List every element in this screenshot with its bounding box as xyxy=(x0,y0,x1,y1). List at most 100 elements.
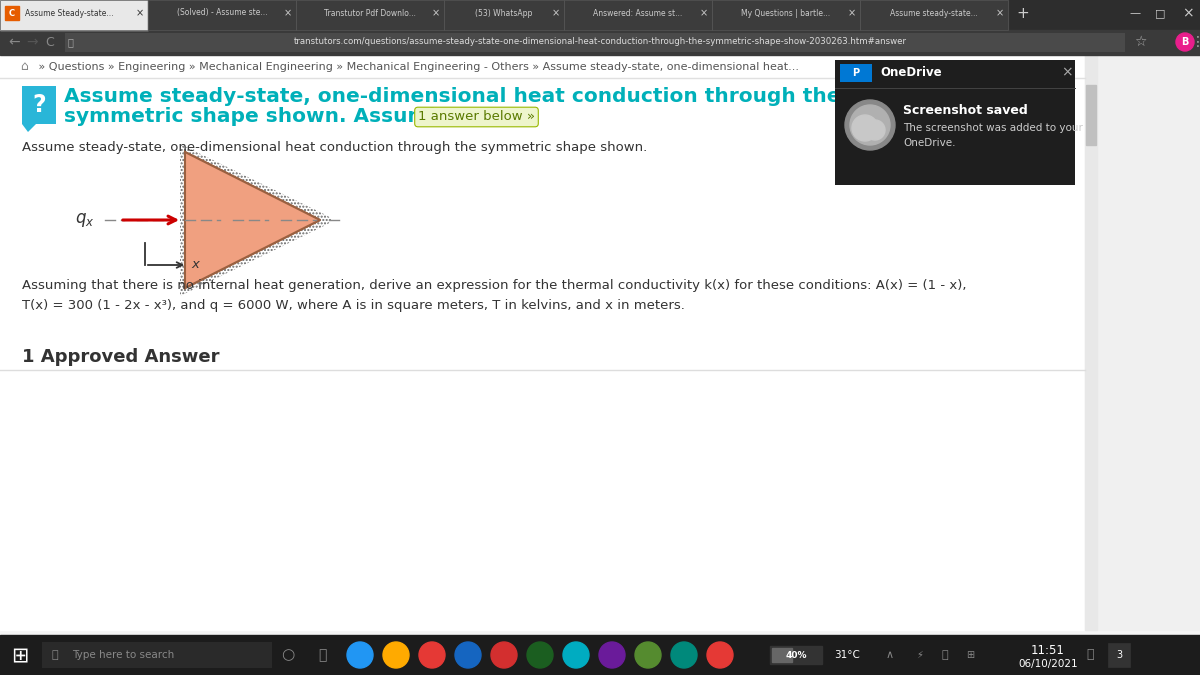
Text: ⌂: ⌂ xyxy=(20,61,28,74)
Bar xyxy=(712,0,860,30)
Circle shape xyxy=(419,642,445,668)
Circle shape xyxy=(563,642,589,668)
Bar xyxy=(65,33,1126,52)
Text: —: — xyxy=(1129,8,1140,18)
Text: +: + xyxy=(1016,5,1030,20)
Bar xyxy=(444,0,564,30)
Bar xyxy=(1086,85,1096,145)
Bar xyxy=(0,0,148,30)
Bar xyxy=(0,0,1200,30)
Bar xyxy=(770,646,822,664)
Text: P: P xyxy=(852,68,859,78)
Text: 40%: 40% xyxy=(785,651,806,659)
Text: Type here to search: Type here to search xyxy=(72,650,174,660)
Bar xyxy=(1085,40,1097,630)
Text: 3: 3 xyxy=(1116,650,1122,660)
Circle shape xyxy=(845,100,895,150)
Text: ⚡: ⚡ xyxy=(917,650,924,660)
Text: x: x xyxy=(191,259,199,271)
Text: C: C xyxy=(46,36,54,49)
Text: 1 answer below »: 1 answer below » xyxy=(418,111,535,124)
Circle shape xyxy=(671,642,697,668)
Bar xyxy=(772,648,792,662)
Text: Assuming that there is no internal heat generation, derive an expression for the: Assuming that there is no internal heat … xyxy=(22,279,966,292)
Text: ×: × xyxy=(136,8,144,18)
Text: □: □ xyxy=(1154,8,1165,18)
Text: ×: × xyxy=(848,8,856,18)
Bar xyxy=(835,60,1075,185)
Text: Answered: Assume st...: Answered: Assume st... xyxy=(593,9,683,18)
Text: 06/10/2021: 06/10/2021 xyxy=(1018,659,1078,669)
Bar xyxy=(42,642,272,668)
Text: 1 Approved Answer: 1 Approved Answer xyxy=(22,348,220,366)
Text: B: B xyxy=(1181,37,1189,47)
Text: ←: ← xyxy=(8,35,20,49)
Circle shape xyxy=(850,105,890,145)
Text: My Questions | bartle...: My Questions | bartle... xyxy=(742,9,830,18)
Text: symmetric shape shown. Assuming...: symmetric shape shown. Assuming... xyxy=(64,107,487,126)
Text: ○: ○ xyxy=(281,647,295,662)
Bar xyxy=(1085,40,1200,630)
Text: ?: ? xyxy=(32,93,46,117)
Text: $q_x$: $q_x$ xyxy=(76,211,95,229)
Text: 🔍: 🔍 xyxy=(52,650,59,660)
Bar xyxy=(840,64,872,82)
Circle shape xyxy=(599,642,625,668)
Text: The screenshot was added to your: The screenshot was added to your xyxy=(904,123,1082,133)
Text: 🔊: 🔊 xyxy=(942,650,948,660)
Text: ⋮: ⋮ xyxy=(1192,35,1200,49)
Text: ☆: ☆ xyxy=(1134,35,1146,49)
Text: ×: × xyxy=(1182,6,1194,20)
Circle shape xyxy=(707,642,733,668)
Text: ⊞: ⊞ xyxy=(11,645,29,665)
Text: » Questions » Engineering » Mechanical Engineering » Mechanical Engineering - Ot: » Questions » Engineering » Mechanical E… xyxy=(35,62,799,72)
Bar xyxy=(860,0,1008,30)
Text: C: C xyxy=(8,9,16,18)
Text: OneDrive.: OneDrive. xyxy=(904,138,955,148)
Text: ×: × xyxy=(700,8,708,18)
Text: ×: × xyxy=(432,8,440,18)
Bar xyxy=(0,40,1085,630)
Bar xyxy=(444,0,564,30)
Text: ⊞: ⊞ xyxy=(966,650,974,660)
Circle shape xyxy=(383,642,409,668)
Circle shape xyxy=(527,642,553,668)
Circle shape xyxy=(635,642,661,668)
Bar xyxy=(1108,643,1130,667)
Bar xyxy=(564,0,712,30)
Circle shape xyxy=(455,642,481,668)
Text: Assume steady-state, one-dimensional heat conduction through the symmetric shape: Assume steady-state, one-dimensional hea… xyxy=(22,142,647,155)
Circle shape xyxy=(347,642,373,668)
Circle shape xyxy=(491,642,517,668)
Bar xyxy=(296,0,444,30)
Text: 🗨: 🗨 xyxy=(1086,649,1093,662)
Text: ×: × xyxy=(996,8,1004,18)
Bar xyxy=(22,86,56,124)
Text: ∧: ∧ xyxy=(886,650,894,660)
Bar xyxy=(860,0,1008,30)
Bar xyxy=(0,0,148,30)
Text: ×: × xyxy=(284,8,292,18)
Bar xyxy=(148,0,296,30)
Bar xyxy=(0,30,1200,55)
Bar xyxy=(148,0,296,30)
Circle shape xyxy=(852,115,878,141)
Text: Screenshot saved: Screenshot saved xyxy=(904,103,1027,117)
Bar xyxy=(0,635,1200,675)
Circle shape xyxy=(865,120,886,140)
Bar xyxy=(5,6,19,20)
Bar xyxy=(712,0,860,30)
Text: ⧉: ⧉ xyxy=(318,648,326,662)
Text: ×: × xyxy=(552,8,560,18)
Polygon shape xyxy=(185,152,320,288)
Bar xyxy=(296,0,444,30)
Text: Assume Steady-state...: Assume Steady-state... xyxy=(25,9,114,18)
Text: T(x) = 300 (1 - 2x - x³), and q = 6000 W, where A is in square meters, T in kelv: T(x) = 300 (1 - 2x - x³), and q = 6000 W… xyxy=(22,298,685,311)
Text: (53) WhatsApp: (53) WhatsApp xyxy=(475,9,533,18)
Text: (Solved) - Assume ste...: (Solved) - Assume ste... xyxy=(176,9,268,18)
Text: →: → xyxy=(26,35,38,49)
Text: ×: × xyxy=(1061,65,1073,79)
Polygon shape xyxy=(22,124,36,132)
Text: Transtutor Pdf Downlo...: Transtutor Pdf Downlo... xyxy=(324,9,416,18)
Circle shape xyxy=(1176,33,1194,51)
